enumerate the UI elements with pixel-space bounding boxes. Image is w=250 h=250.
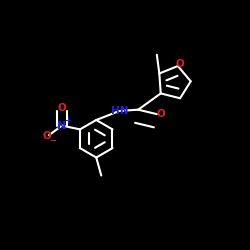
Text: O: O: [58, 102, 66, 113]
Text: O: O: [176, 58, 184, 68]
Text: O: O: [43, 130, 51, 140]
Text: +: +: [64, 116, 71, 125]
Text: N: N: [58, 121, 67, 130]
Text: −: −: [50, 136, 56, 144]
Text: O: O: [156, 109, 165, 119]
Text: HN: HN: [111, 106, 128, 116]
